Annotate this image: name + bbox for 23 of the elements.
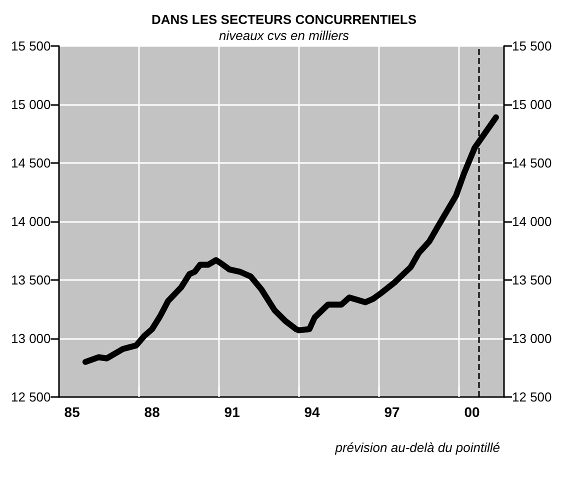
chart-title: DANS LES SECTEURS CONCURRENTIELS — [151, 12, 417, 27]
y2-tick-label: 14 500 — [512, 156, 552, 170]
y-tick-label: 15 000 — [10, 97, 51, 112]
y2-tick-label: 15 500 — [512, 38, 552, 54]
x-tick-label: 88 — [144, 404, 160, 420]
x-tick-label: 91 — [224, 404, 240, 420]
y-tick-label: 13 000 — [10, 331, 51, 346]
y-tick-label: 12 500 — [10, 390, 51, 404]
text: prévision au-delà du pointillé — [334, 440, 500, 455]
y2-tick-label: 13 500 — [512, 272, 552, 288]
chart-subtitle: niveaux cvs en milliers — [218, 28, 350, 43]
y-tick-label: 14 500 — [10, 156, 51, 170]
y-tick-label: 14 000 — [10, 214, 51, 229]
y2-tick-label: 12 500 — [512, 390, 552, 404]
x-tick-label: 97 — [384, 404, 400, 420]
y-tick-label: 13 500 — [10, 272, 51, 288]
x-tick-label: 85 — [64, 404, 80, 420]
x-tick-label: 94 — [304, 404, 320, 420]
y2-tick-label: 14 000 — [512, 214, 552, 229]
y-tick-label: 15 500 — [10, 38, 51, 54]
y2-tick-label: 15 000 — [512, 97, 552, 112]
y2-tick-label: 13 000 — [512, 331, 552, 346]
x-tick-label: 00 — [464, 404, 480, 420]
